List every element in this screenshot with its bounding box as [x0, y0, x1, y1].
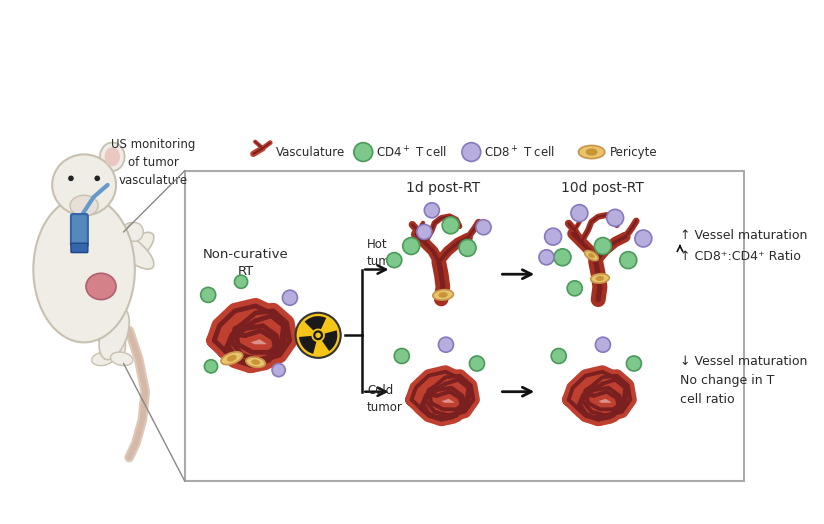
Ellipse shape	[80, 212, 88, 218]
Ellipse shape	[620, 252, 637, 269]
Text: Pericyte: Pericyte	[610, 147, 657, 159]
Ellipse shape	[70, 195, 98, 216]
Ellipse shape	[588, 253, 595, 258]
Ellipse shape	[126, 223, 143, 242]
Ellipse shape	[52, 155, 116, 215]
Ellipse shape	[112, 232, 154, 269]
Polygon shape	[577, 388, 622, 420]
Ellipse shape	[200, 287, 216, 302]
Ellipse shape	[417, 224, 432, 239]
Ellipse shape	[442, 217, 459, 234]
Ellipse shape	[438, 337, 453, 352]
Polygon shape	[429, 380, 468, 409]
Ellipse shape	[634, 230, 652, 247]
Ellipse shape	[105, 147, 119, 166]
Wedge shape	[322, 330, 337, 351]
Text: Cold
tumor: Cold tumor	[367, 384, 403, 414]
Text: Hot
tumor: Hot tumor	[367, 237, 403, 268]
Ellipse shape	[578, 146, 605, 159]
Ellipse shape	[539, 250, 554, 265]
Ellipse shape	[105, 147, 119, 166]
Polygon shape	[236, 316, 283, 352]
Ellipse shape	[91, 352, 114, 366]
Ellipse shape	[272, 364, 285, 377]
Ellipse shape	[96, 307, 125, 359]
Ellipse shape	[86, 274, 116, 300]
Ellipse shape	[554, 249, 571, 266]
Ellipse shape	[33, 196, 135, 342]
Ellipse shape	[596, 276, 604, 281]
Polygon shape	[583, 376, 630, 416]
Polygon shape	[232, 311, 290, 360]
FancyBboxPatch shape	[71, 214, 88, 246]
Ellipse shape	[100, 143, 124, 171]
Ellipse shape	[353, 143, 372, 161]
Ellipse shape	[567, 281, 583, 296]
Polygon shape	[579, 392, 620, 420]
Ellipse shape	[470, 356, 485, 371]
Ellipse shape	[545, 228, 561, 245]
Text: ↑ Vessel maturation
↑ CD8⁺:CD4⁺ Ratio: ↑ Vessel maturation ↑ CD8⁺:CD4⁺ Ratio	[680, 229, 808, 263]
Ellipse shape	[123, 223, 139, 242]
Ellipse shape	[586, 148, 597, 156]
Text: Vasculature: Vasculature	[276, 147, 345, 159]
Text: 10d post-RT: 10d post-RT	[561, 181, 644, 195]
Ellipse shape	[591, 274, 609, 283]
Wedge shape	[299, 336, 316, 354]
Ellipse shape	[394, 348, 410, 364]
Ellipse shape	[571, 205, 588, 222]
Ellipse shape	[99, 307, 129, 359]
Ellipse shape	[386, 253, 402, 268]
Ellipse shape	[438, 292, 447, 298]
Ellipse shape	[584, 250, 598, 260]
Ellipse shape	[596, 337, 611, 352]
Polygon shape	[587, 380, 625, 409]
Ellipse shape	[462, 143, 480, 161]
Ellipse shape	[424, 203, 439, 218]
Text: US monitoring
of tumor
vasculature: US monitoring of tumor vasculature	[111, 138, 196, 187]
Ellipse shape	[283, 290, 297, 305]
Ellipse shape	[626, 356, 641, 371]
FancyBboxPatch shape	[71, 243, 88, 253]
Ellipse shape	[403, 237, 419, 255]
Ellipse shape	[68, 176, 74, 181]
Polygon shape	[426, 376, 474, 416]
Ellipse shape	[95, 176, 100, 181]
Circle shape	[296, 313, 340, 358]
Text: CD8$^+$ T cell: CD8$^+$ T cell	[485, 145, 555, 161]
Polygon shape	[420, 388, 465, 420]
Ellipse shape	[110, 352, 133, 366]
Ellipse shape	[227, 355, 236, 362]
Ellipse shape	[606, 210, 624, 226]
Polygon shape	[225, 326, 279, 365]
Ellipse shape	[100, 143, 124, 171]
Circle shape	[313, 330, 323, 340]
Ellipse shape	[112, 232, 154, 269]
Polygon shape	[412, 372, 471, 417]
Polygon shape	[423, 392, 462, 420]
Ellipse shape	[251, 359, 260, 365]
Polygon shape	[569, 372, 628, 417]
Wedge shape	[305, 316, 326, 331]
Text: CD4$^+$ T cell: CD4$^+$ T cell	[377, 145, 447, 161]
Circle shape	[316, 333, 321, 338]
Ellipse shape	[551, 348, 566, 364]
Polygon shape	[214, 306, 287, 362]
Polygon shape	[227, 331, 276, 365]
Text: ↓ Vessel maturation
No change in T
cell ratio: ↓ Vessel maturation No change in T cell …	[680, 355, 808, 406]
Ellipse shape	[221, 352, 243, 365]
Ellipse shape	[433, 290, 453, 300]
Ellipse shape	[204, 360, 218, 373]
Text: 1d post-RT: 1d post-RT	[406, 181, 480, 195]
Ellipse shape	[459, 239, 476, 256]
Ellipse shape	[235, 275, 248, 288]
Ellipse shape	[594, 237, 611, 255]
Text: Non-curative
RT: Non-curative RT	[203, 248, 288, 278]
FancyBboxPatch shape	[185, 171, 744, 481]
Ellipse shape	[476, 220, 491, 235]
Ellipse shape	[246, 357, 265, 367]
